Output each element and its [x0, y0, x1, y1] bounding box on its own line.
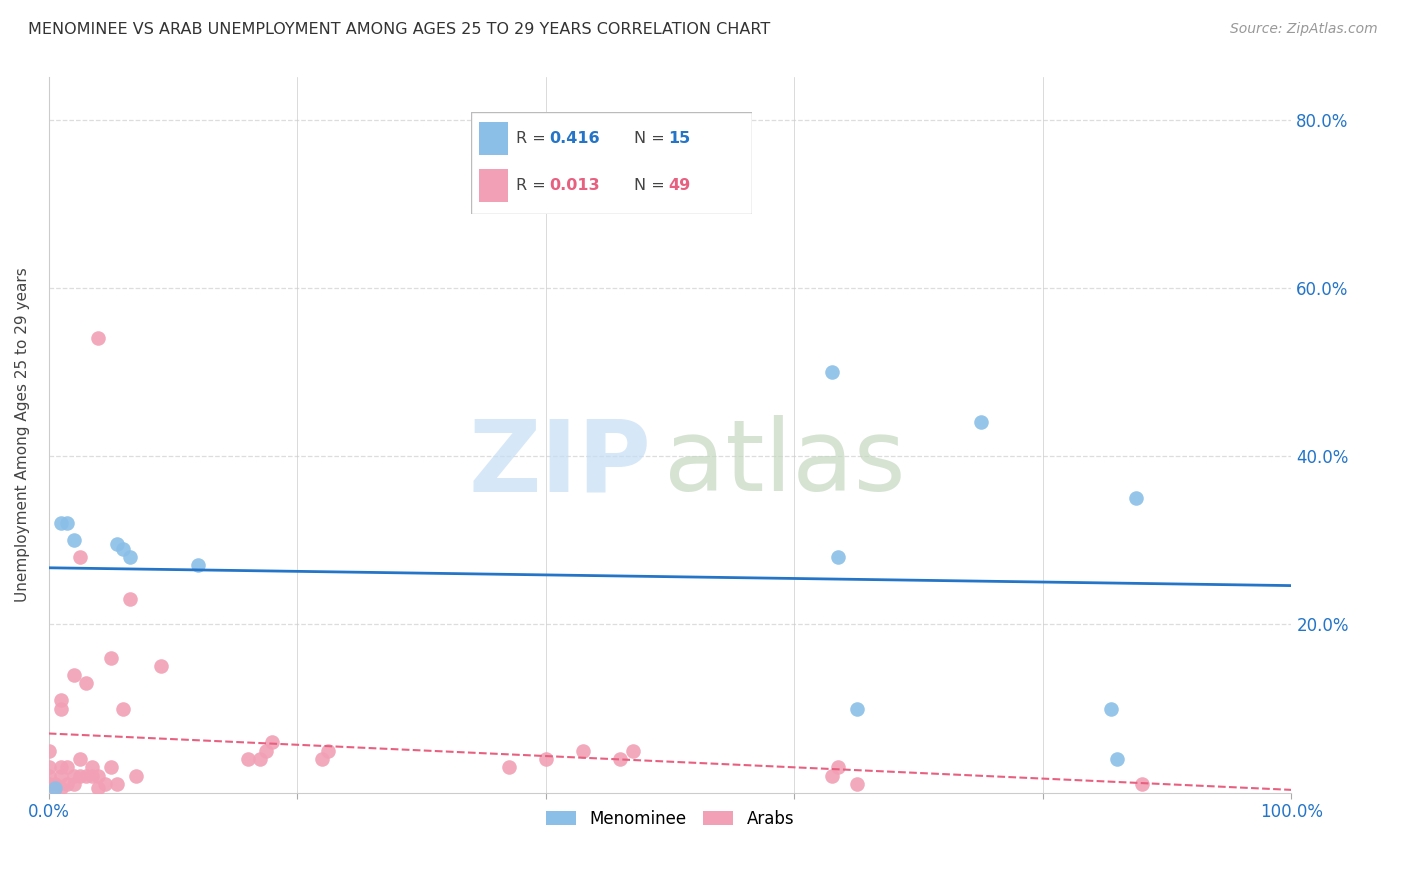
Point — [51, 701, 73, 715]
Point — [56, 516, 79, 531]
Point — [56, 777, 79, 791]
Point — [62, 777, 84, 791]
Point — [187, 558, 209, 573]
Point — [1099, 701, 1122, 715]
Text: N =: N = — [634, 130, 671, 145]
Point — [125, 769, 148, 783]
Point — [100, 651, 122, 665]
Bar — [479, 169, 508, 202]
Point — [621, 743, 644, 757]
Point — [62, 533, 84, 548]
Point — [38, 760, 60, 774]
Point — [51, 693, 73, 707]
Point — [51, 781, 73, 796]
Point — [318, 743, 340, 757]
Point — [87, 781, 110, 796]
Point — [38, 743, 60, 757]
Point — [82, 760, 104, 774]
Point — [105, 777, 128, 791]
Point — [970, 416, 993, 430]
Point — [105, 537, 128, 551]
Point — [82, 769, 104, 783]
Point — [51, 769, 73, 783]
Y-axis label: Unemployment Among Ages 25 to 29 years: Unemployment Among Ages 25 to 29 years — [15, 268, 30, 602]
Text: R =: R = — [516, 178, 551, 193]
Text: ZIP: ZIP — [468, 415, 651, 512]
Point — [236, 752, 259, 766]
Point — [821, 769, 844, 783]
Text: 0.416: 0.416 — [550, 130, 600, 145]
Legend: Menominee, Arabs: Menominee, Arabs — [540, 803, 801, 834]
Point — [118, 550, 141, 565]
Text: 15: 15 — [668, 130, 690, 145]
Point — [827, 760, 849, 774]
Point — [62, 769, 84, 783]
Point — [69, 550, 91, 565]
Point — [609, 752, 631, 766]
Point — [93, 777, 115, 791]
Text: Source: ZipAtlas.com: Source: ZipAtlas.com — [1230, 22, 1378, 37]
Point — [51, 760, 73, 774]
Point — [118, 592, 141, 607]
Text: 0.013: 0.013 — [550, 178, 600, 193]
Text: 49: 49 — [668, 178, 690, 193]
Point — [51, 516, 73, 531]
Point — [149, 659, 172, 673]
Point — [249, 752, 271, 766]
Point — [87, 331, 110, 345]
FancyBboxPatch shape — [471, 112, 752, 214]
Point — [44, 781, 66, 796]
Point — [62, 668, 84, 682]
Point — [254, 743, 277, 757]
Point — [44, 777, 66, 791]
Point — [572, 743, 595, 757]
Text: R =: R = — [516, 130, 551, 145]
Point — [845, 777, 868, 791]
Point — [100, 760, 122, 774]
Point — [827, 550, 849, 565]
Text: atlas: atlas — [664, 415, 905, 512]
Text: N =: N = — [634, 178, 671, 193]
Point — [845, 701, 868, 715]
Point — [311, 752, 333, 766]
Point — [75, 676, 97, 690]
Point — [1130, 777, 1153, 791]
Point — [112, 541, 135, 556]
Point — [498, 760, 520, 774]
Point — [821, 365, 844, 379]
Point — [262, 735, 284, 749]
Point — [38, 777, 60, 791]
Bar — [479, 122, 508, 154]
Point — [1107, 752, 1129, 766]
Point — [56, 760, 79, 774]
Point — [1125, 491, 1147, 505]
Point — [69, 769, 91, 783]
Point — [534, 752, 557, 766]
Point — [69, 752, 91, 766]
Point — [44, 781, 66, 796]
Point — [75, 769, 97, 783]
Text: MENOMINEE VS ARAB UNEMPLOYMENT AMONG AGES 25 TO 29 YEARS CORRELATION CHART: MENOMINEE VS ARAB UNEMPLOYMENT AMONG AGE… — [28, 22, 770, 37]
Point — [38, 769, 60, 783]
Point — [87, 769, 110, 783]
Point — [112, 701, 135, 715]
